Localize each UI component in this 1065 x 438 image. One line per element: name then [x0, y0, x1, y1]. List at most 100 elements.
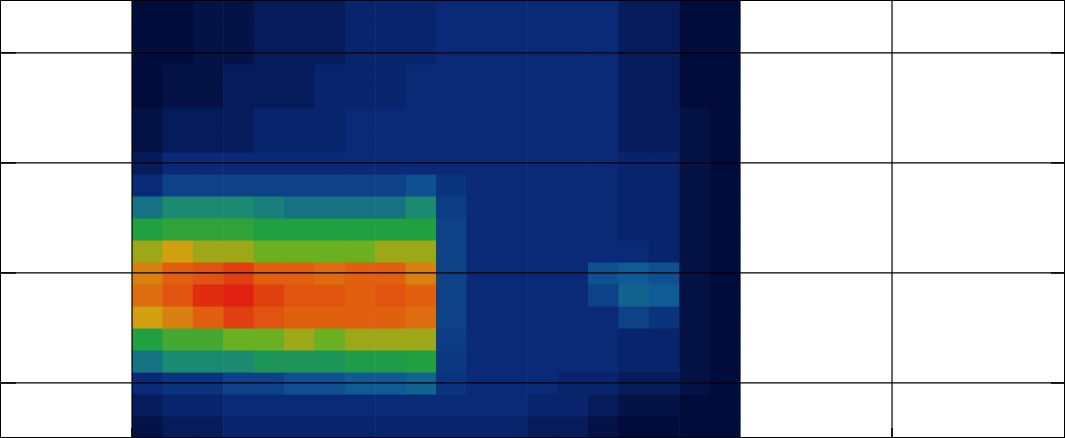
- heatmap-cell: [679, 20, 710, 43]
- heatmap-cell: [649, 328, 680, 351]
- heatmap-cell: [436, 284, 467, 307]
- heatmap-cell: [497, 64, 528, 87]
- heatmap-cell: [132, 64, 163, 87]
- heatmap-cell: [193, 306, 224, 329]
- heatmap-cell: [254, 328, 285, 351]
- heatmap-cell: [497, 306, 528, 329]
- heatmap-cell: [132, 0, 163, 20]
- heatmap-cell: [436, 108, 467, 131]
- heatmap-cell: [284, 0, 315, 20]
- heatmap-cell: [710, 306, 741, 329]
- heatmap-cell: [558, 130, 589, 153]
- heatmap-cell: [162, 196, 193, 219]
- heatmap-cell: [679, 196, 710, 219]
- heatmap-cell: [466, 284, 497, 307]
- heatmap-cell: [193, 174, 224, 197]
- heatmap-cell: [375, 218, 406, 241]
- heatmap-cell: [284, 86, 315, 109]
- heatmap-cell: [223, 0, 254, 20]
- heatmap-cell: [618, 394, 649, 417]
- heatmap-cell: [193, 328, 224, 351]
- heatmap-cell: [497, 284, 528, 307]
- heatmap-cell: [497, 328, 528, 351]
- heatmap-cell: [406, 306, 437, 329]
- heatmap-cell: [436, 174, 467, 197]
- heatmap-cell: [649, 64, 680, 87]
- heatmap-cell: [466, 240, 497, 263]
- heatmap-cell: [223, 108, 254, 131]
- heatmap-cell: [132, 108, 163, 131]
- heatmap-cell: [284, 328, 315, 351]
- heatmap-cell: [254, 394, 285, 417]
- heatmap-cell: [497, 394, 528, 417]
- heatmap-cell: [679, 394, 710, 417]
- heatmap-cell: [527, 196, 558, 219]
- heatmap-cell: [162, 328, 193, 351]
- heatmap-cell: [193, 0, 224, 20]
- heatmap-cell: [375, 20, 406, 43]
- heatmap-cell: [345, 350, 376, 373]
- heatmap-cell: [375, 174, 406, 197]
- heatmap-cell: [345, 174, 376, 197]
- heatmap-cell: [679, 218, 710, 241]
- heatmap-cell: [162, 174, 193, 197]
- heatmap-cell: [679, 64, 710, 87]
- heatmap-cell: [649, 306, 680, 329]
- heatmap-cell: [345, 416, 376, 438]
- heatmap-cell: [710, 64, 741, 87]
- tick-mark: [891, 428, 893, 438]
- grid-line: [891, 0, 892, 438]
- heatmap-cell: [558, 20, 589, 43]
- heatmap-cell: [436, 350, 467, 373]
- heatmap-cell: [588, 196, 619, 219]
- heatmap-cell: [223, 284, 254, 307]
- heatmap-cell: [314, 130, 345, 153]
- heatmap-cell: [558, 394, 589, 417]
- heatmap-cell: [588, 394, 619, 417]
- heatmap-cell: [436, 328, 467, 351]
- heatmap-cell: [345, 394, 376, 417]
- heatmap-cell: [466, 86, 497, 109]
- heatmap-cell: [527, 174, 558, 197]
- heatmap-cell: [193, 20, 224, 43]
- heatmap-cell: [375, 64, 406, 87]
- heatmap-cell: [618, 240, 649, 263]
- heatmap-cell: [618, 130, 649, 153]
- heatmap-cell: [375, 130, 406, 153]
- heatmap-cell: [527, 64, 558, 87]
- heatmap-cell: [345, 240, 376, 263]
- heatmap-cell: [710, 218, 741, 241]
- heatmap-cell: [314, 416, 345, 438]
- heatmap-cell: [618, 328, 649, 351]
- heatmap-cell: [193, 108, 224, 131]
- heatmap-cell: [558, 196, 589, 219]
- heatmap-cell: [314, 350, 345, 373]
- heatmap-cell: [527, 218, 558, 241]
- heatmap-cell: [679, 0, 710, 20]
- heatmap-cell: [558, 64, 589, 87]
- heatmap-cell: [375, 86, 406, 109]
- heatmap-cell: [162, 394, 193, 417]
- tick-mark: [1051, 382, 1065, 384]
- heatmap-cell: [284, 306, 315, 329]
- heatmap-cell: [314, 240, 345, 263]
- heatmap-cell: [254, 416, 285, 438]
- heatmap-cell: [223, 64, 254, 87]
- heatmap-cell: [406, 350, 437, 373]
- heatmap-cell: [679, 350, 710, 373]
- heatmap-cell: [162, 0, 193, 20]
- heatmap-cell: [162, 20, 193, 43]
- heatmap-cell: [406, 394, 437, 417]
- heatmap-cell: [588, 174, 619, 197]
- heatmap-cell: [649, 284, 680, 307]
- grid-line: [0, 272, 1065, 273]
- heatmap-cell: [406, 64, 437, 87]
- heatmap-cell: [436, 218, 467, 241]
- heatmap-cell: [314, 108, 345, 131]
- heatmap-cell: [223, 394, 254, 417]
- heatmap-cell: [406, 86, 437, 109]
- heatmap-cell: [436, 0, 467, 20]
- heatmap-cell: [345, 130, 376, 153]
- heatmap-cell: [375, 328, 406, 351]
- heatmap-cell: [406, 108, 437, 131]
